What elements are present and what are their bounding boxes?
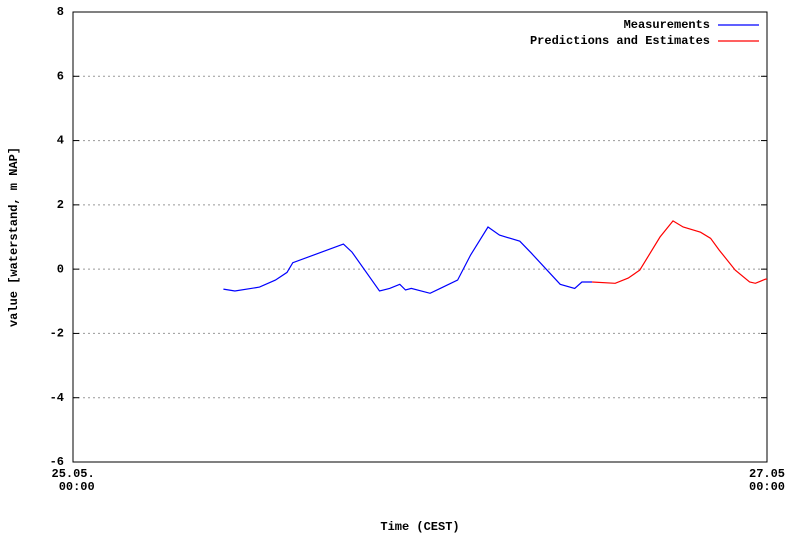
y-tick-label: -2 bbox=[50, 327, 64, 341]
x-tick-label: 25.05. 00:00 bbox=[51, 467, 95, 494]
plot-border bbox=[72, 11, 768, 463]
y-tick-label: 8 bbox=[57, 5, 64, 19]
y-tick-label: 4 bbox=[57, 134, 64, 148]
series-line bbox=[592, 220, 767, 284]
x-tick-label: 27.05 00:00 bbox=[749, 467, 786, 494]
legend-label: Measurements bbox=[624, 18, 710, 32]
x-axis-label: Time (CEST) bbox=[380, 520, 459, 533]
y-tick-label: 0 bbox=[57, 262, 64, 276]
legend-label: Predictions and Estimates bbox=[530, 34, 710, 48]
y-axis-label: value [waterstand, m NAP] bbox=[7, 147, 21, 327]
y-tick-label: -6 bbox=[50, 455, 64, 469]
y-tick-label: 2 bbox=[57, 198, 64, 212]
y-tick-label: 6 bbox=[57, 69, 64, 83]
y-tick-label: -4 bbox=[50, 391, 64, 405]
series-line bbox=[223, 226, 593, 294]
